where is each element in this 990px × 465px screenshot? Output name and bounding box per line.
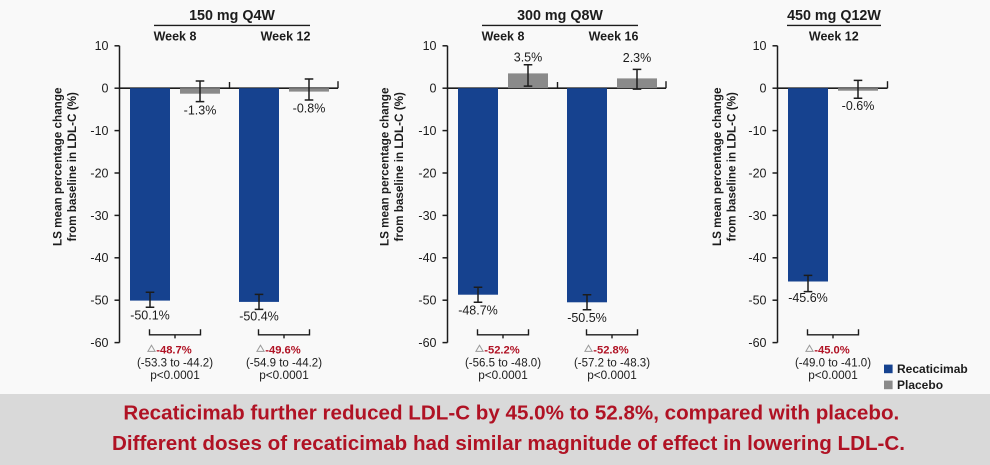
svg-text:Week 12: Week 12 bbox=[809, 30, 859, 44]
svg-text:p<0.0001: p<0.0001 bbox=[259, 368, 309, 382]
svg-text:p<0.0001: p<0.0001 bbox=[478, 368, 528, 382]
svg-text:-50.5%: -50.5% bbox=[567, 311, 607, 325]
svg-text:0: 0 bbox=[430, 82, 437, 96]
svg-text:LS mean percentage change: LS mean percentage change bbox=[52, 87, 65, 246]
svg-text:2.3%: 2.3% bbox=[623, 51, 652, 65]
svg-text:-60: -60 bbox=[748, 336, 766, 350]
svg-text:0: 0 bbox=[760, 82, 767, 96]
svg-text:Recaticimab further reduced LD: Recaticimab further reduced LDL-C by 45.… bbox=[123, 402, 899, 425]
svg-text:-1.3%: -1.3% bbox=[184, 103, 217, 117]
svg-text:10: 10 bbox=[95, 39, 109, 53]
svg-text:(-49.0 to -41.0): (-49.0 to -41.0) bbox=[795, 357, 871, 369]
svg-text:450 mg Q12W: 450 mg Q12W bbox=[787, 8, 881, 24]
svg-text:-40: -40 bbox=[748, 251, 766, 265]
svg-text:10: 10 bbox=[423, 39, 437, 53]
svg-text:(-53.3 to -44.2): (-53.3 to -44.2) bbox=[137, 357, 213, 369]
svg-text:-48.7%: -48.7% bbox=[458, 303, 498, 317]
svg-text:(-54.9 to -44.2): (-54.9 to -44.2) bbox=[246, 357, 322, 369]
svg-text:Week 8: Week 8 bbox=[482, 30, 525, 44]
svg-text:-60: -60 bbox=[418, 336, 436, 350]
svg-text:-20: -20 bbox=[418, 166, 436, 180]
svg-text:-30: -30 bbox=[748, 209, 766, 223]
svg-text:10: 10 bbox=[753, 39, 767, 53]
svg-text:-0.8%: -0.8% bbox=[293, 101, 326, 115]
svg-text:-50: -50 bbox=[748, 294, 766, 308]
svg-text:p<0.0001: p<0.0001 bbox=[587, 368, 637, 382]
svg-text:p<0.0001: p<0.0001 bbox=[150, 368, 200, 382]
svg-text:from baseline in LDL-C (%): from baseline in LDL-C (%) bbox=[393, 92, 406, 241]
svg-text:Week 12: Week 12 bbox=[261, 30, 311, 44]
svg-text:-10: -10 bbox=[748, 124, 766, 138]
svg-text:-40: -40 bbox=[418, 251, 436, 265]
svg-text:-20: -20 bbox=[748, 166, 766, 180]
svg-text:(-56.5 to -48.0): (-56.5 to -48.0) bbox=[465, 357, 541, 369]
svg-text:(-57.2 to -48.3): (-57.2 to -48.3) bbox=[574, 357, 650, 369]
svg-text:-45.0%: -45.0% bbox=[814, 345, 849, 357]
svg-text:-50.4%: -50.4% bbox=[239, 310, 279, 324]
svg-text:-52.8%: -52.8% bbox=[593, 345, 628, 357]
svg-text:Placebo: Placebo bbox=[897, 378, 943, 392]
svg-text:-30: -30 bbox=[418, 209, 436, 223]
svg-text:300 mg Q8W: 300 mg Q8W bbox=[517, 8, 603, 24]
svg-text:-52.2%: -52.2% bbox=[484, 345, 519, 357]
svg-text:-60: -60 bbox=[90, 336, 108, 350]
svg-text:-10: -10 bbox=[418, 124, 436, 138]
svg-text:-20: -20 bbox=[90, 166, 108, 180]
svg-text:-10: -10 bbox=[90, 124, 108, 138]
svg-text:-0.6%: -0.6% bbox=[842, 99, 875, 113]
svg-text:LS mean percentage change: LS mean percentage change bbox=[379, 87, 392, 246]
svg-text:-48.7%: -48.7% bbox=[156, 345, 191, 357]
svg-text:LS mean percentage change: LS mean percentage change bbox=[711, 87, 724, 246]
svg-text:from baseline in LDL-C (%): from baseline in LDL-C (%) bbox=[66, 92, 79, 241]
svg-text:-50: -50 bbox=[90, 294, 108, 308]
svg-text:-50.1%: -50.1% bbox=[130, 308, 170, 322]
svg-text:-50: -50 bbox=[418, 294, 436, 308]
svg-text:150 mg Q4W: 150 mg Q4W bbox=[189, 8, 275, 24]
svg-text:p<0.0001: p<0.0001 bbox=[808, 368, 858, 382]
svg-text:0: 0 bbox=[102, 82, 109, 96]
svg-text:3.5%: 3.5% bbox=[514, 51, 543, 65]
svg-text:Week 16: Week 16 bbox=[589, 30, 639, 44]
svg-text:from baseline in LDL-C (%): from baseline in LDL-C (%) bbox=[725, 92, 738, 241]
svg-text:Recaticimab: Recaticimab bbox=[897, 362, 968, 376]
svg-text:-30: -30 bbox=[90, 209, 108, 223]
svg-text:Week 8: Week 8 bbox=[154, 30, 197, 44]
svg-text:-45.6%: -45.6% bbox=[788, 291, 828, 305]
svg-text:Different doses of recaticimab: Different doses of recaticimab had simil… bbox=[112, 432, 905, 455]
svg-text:-40: -40 bbox=[90, 251, 108, 265]
svg-text:-49.6%: -49.6% bbox=[265, 345, 300, 357]
